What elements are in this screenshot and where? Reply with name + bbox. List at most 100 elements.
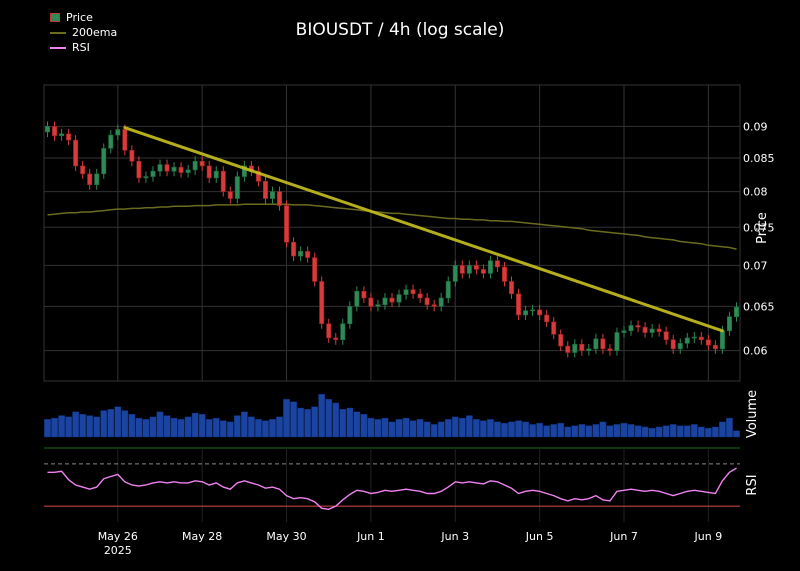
legend-entry-ema: 200ema	[50, 25, 117, 40]
volume-bar	[571, 425, 579, 438]
volume-bar	[297, 407, 304, 438]
volume-bar	[325, 398, 333, 438]
volume-bar	[641, 426, 649, 438]
volume-bar	[374, 419, 382, 438]
candle-body	[607, 348, 613, 351]
volume-bar	[219, 420, 227, 438]
volume-bar	[557, 422, 565, 438]
volume-axis-label: Volume	[745, 390, 760, 438]
volume-bar	[262, 420, 269, 438]
volume-bar	[100, 410, 108, 438]
volume-bar	[156, 411, 164, 438]
volume-bar	[276, 416, 283, 438]
candle-body	[445, 281, 451, 299]
legend-label-rsi: RSI	[72, 41, 90, 54]
volume-bar	[676, 425, 684, 438]
volume-bar	[381, 417, 389, 438]
candle-body	[305, 251, 311, 258]
volume-bar	[423, 421, 431, 438]
volume-bar	[248, 416, 255, 438]
volume-bar	[409, 420, 417, 438]
volume-bar	[226, 421, 234, 438]
candle-body	[206, 165, 212, 179]
candle-body	[600, 338, 606, 350]
volume-bar	[719, 421, 726, 438]
candle-body	[424, 297, 430, 306]
candle-body	[705, 339, 711, 346]
volume-bar	[515, 420, 522, 438]
volume-bar	[290, 401, 297, 438]
y-tick-label: 0.07	[743, 259, 768, 272]
candle-body	[726, 316, 732, 332]
candle-body	[45, 126, 50, 133]
legend-entry-rsi: RSI	[50, 40, 117, 55]
candle-body	[192, 161, 198, 171]
candle-body	[480, 269, 486, 274]
candle-body	[551, 321, 557, 335]
candle-body	[333, 337, 339, 341]
candle-body	[101, 148, 107, 175]
volume-bar	[655, 426, 663, 438]
candle-body	[565, 345, 571, 353]
volume-bar	[65, 416, 72, 438]
legend-swatch-rsi	[50, 46, 66, 49]
volume-bar	[627, 424, 635, 438]
ema200-line	[47, 203, 737, 250]
volume-bar	[606, 425, 614, 438]
volume-bar	[465, 415, 473, 438]
volume-bar	[550, 424, 558, 438]
volume-bar	[669, 424, 677, 438]
candle-body	[59, 133, 65, 137]
candle-body	[87, 173, 93, 186]
volume-bar	[360, 414, 368, 438]
volume-bar	[58, 415, 65, 438]
volume-bar	[578, 424, 586, 438]
candle-body	[473, 265, 479, 270]
x-tick-label: Jun 7	[609, 530, 638, 543]
volume-bar	[726, 417, 733, 438]
candle-body	[262, 180, 268, 199]
candle-body	[494, 260, 500, 268]
volume-bar	[690, 424, 698, 438]
x-tick-label: May 26	[98, 530, 138, 543]
volume-bar	[240, 411, 248, 438]
legend-swatch-price	[50, 13, 60, 22]
candle-body	[523, 310, 529, 316]
candle-body	[691, 336, 697, 339]
candle-body	[94, 173, 100, 186]
candle-body	[150, 170, 156, 177]
candle-body	[670, 339, 676, 350]
candle-body	[389, 297, 395, 303]
volume-bar	[437, 421, 445, 438]
candle-body	[213, 170, 219, 179]
y-tick-label: 0.085	[743, 152, 775, 165]
candle-body	[227, 191, 233, 199]
candle-body	[635, 325, 641, 328]
candle-body	[291, 241, 297, 257]
candle-body	[52, 126, 58, 137]
candle-body	[466, 265, 472, 274]
volume-bar	[697, 426, 705, 438]
x-tick-label: May 30	[266, 530, 306, 543]
candle-body	[614, 332, 620, 351]
candle-body	[73, 139, 79, 167]
volume-bar	[79, 414, 87, 438]
rsi-line	[47, 467, 737, 511]
volume-bar	[599, 421, 607, 438]
volume-bar	[128, 414, 136, 438]
volume-bar	[170, 417, 178, 438]
volume-bar	[444, 419, 452, 438]
legend-swatch-ema	[50, 31, 66, 34]
candle-body	[66, 133, 72, 141]
candle-body	[277, 191, 282, 206]
candle-body	[185, 169, 191, 173]
candle-body	[129, 149, 135, 162]
volume-bar	[451, 416, 459, 438]
volume-bar	[135, 417, 143, 438]
volume-bar	[367, 417, 375, 438]
volume-bar	[114, 406, 122, 438]
volume-bar	[339, 409, 347, 438]
candle-body	[234, 176, 240, 199]
y-tick-label: 0.065	[743, 300, 775, 313]
